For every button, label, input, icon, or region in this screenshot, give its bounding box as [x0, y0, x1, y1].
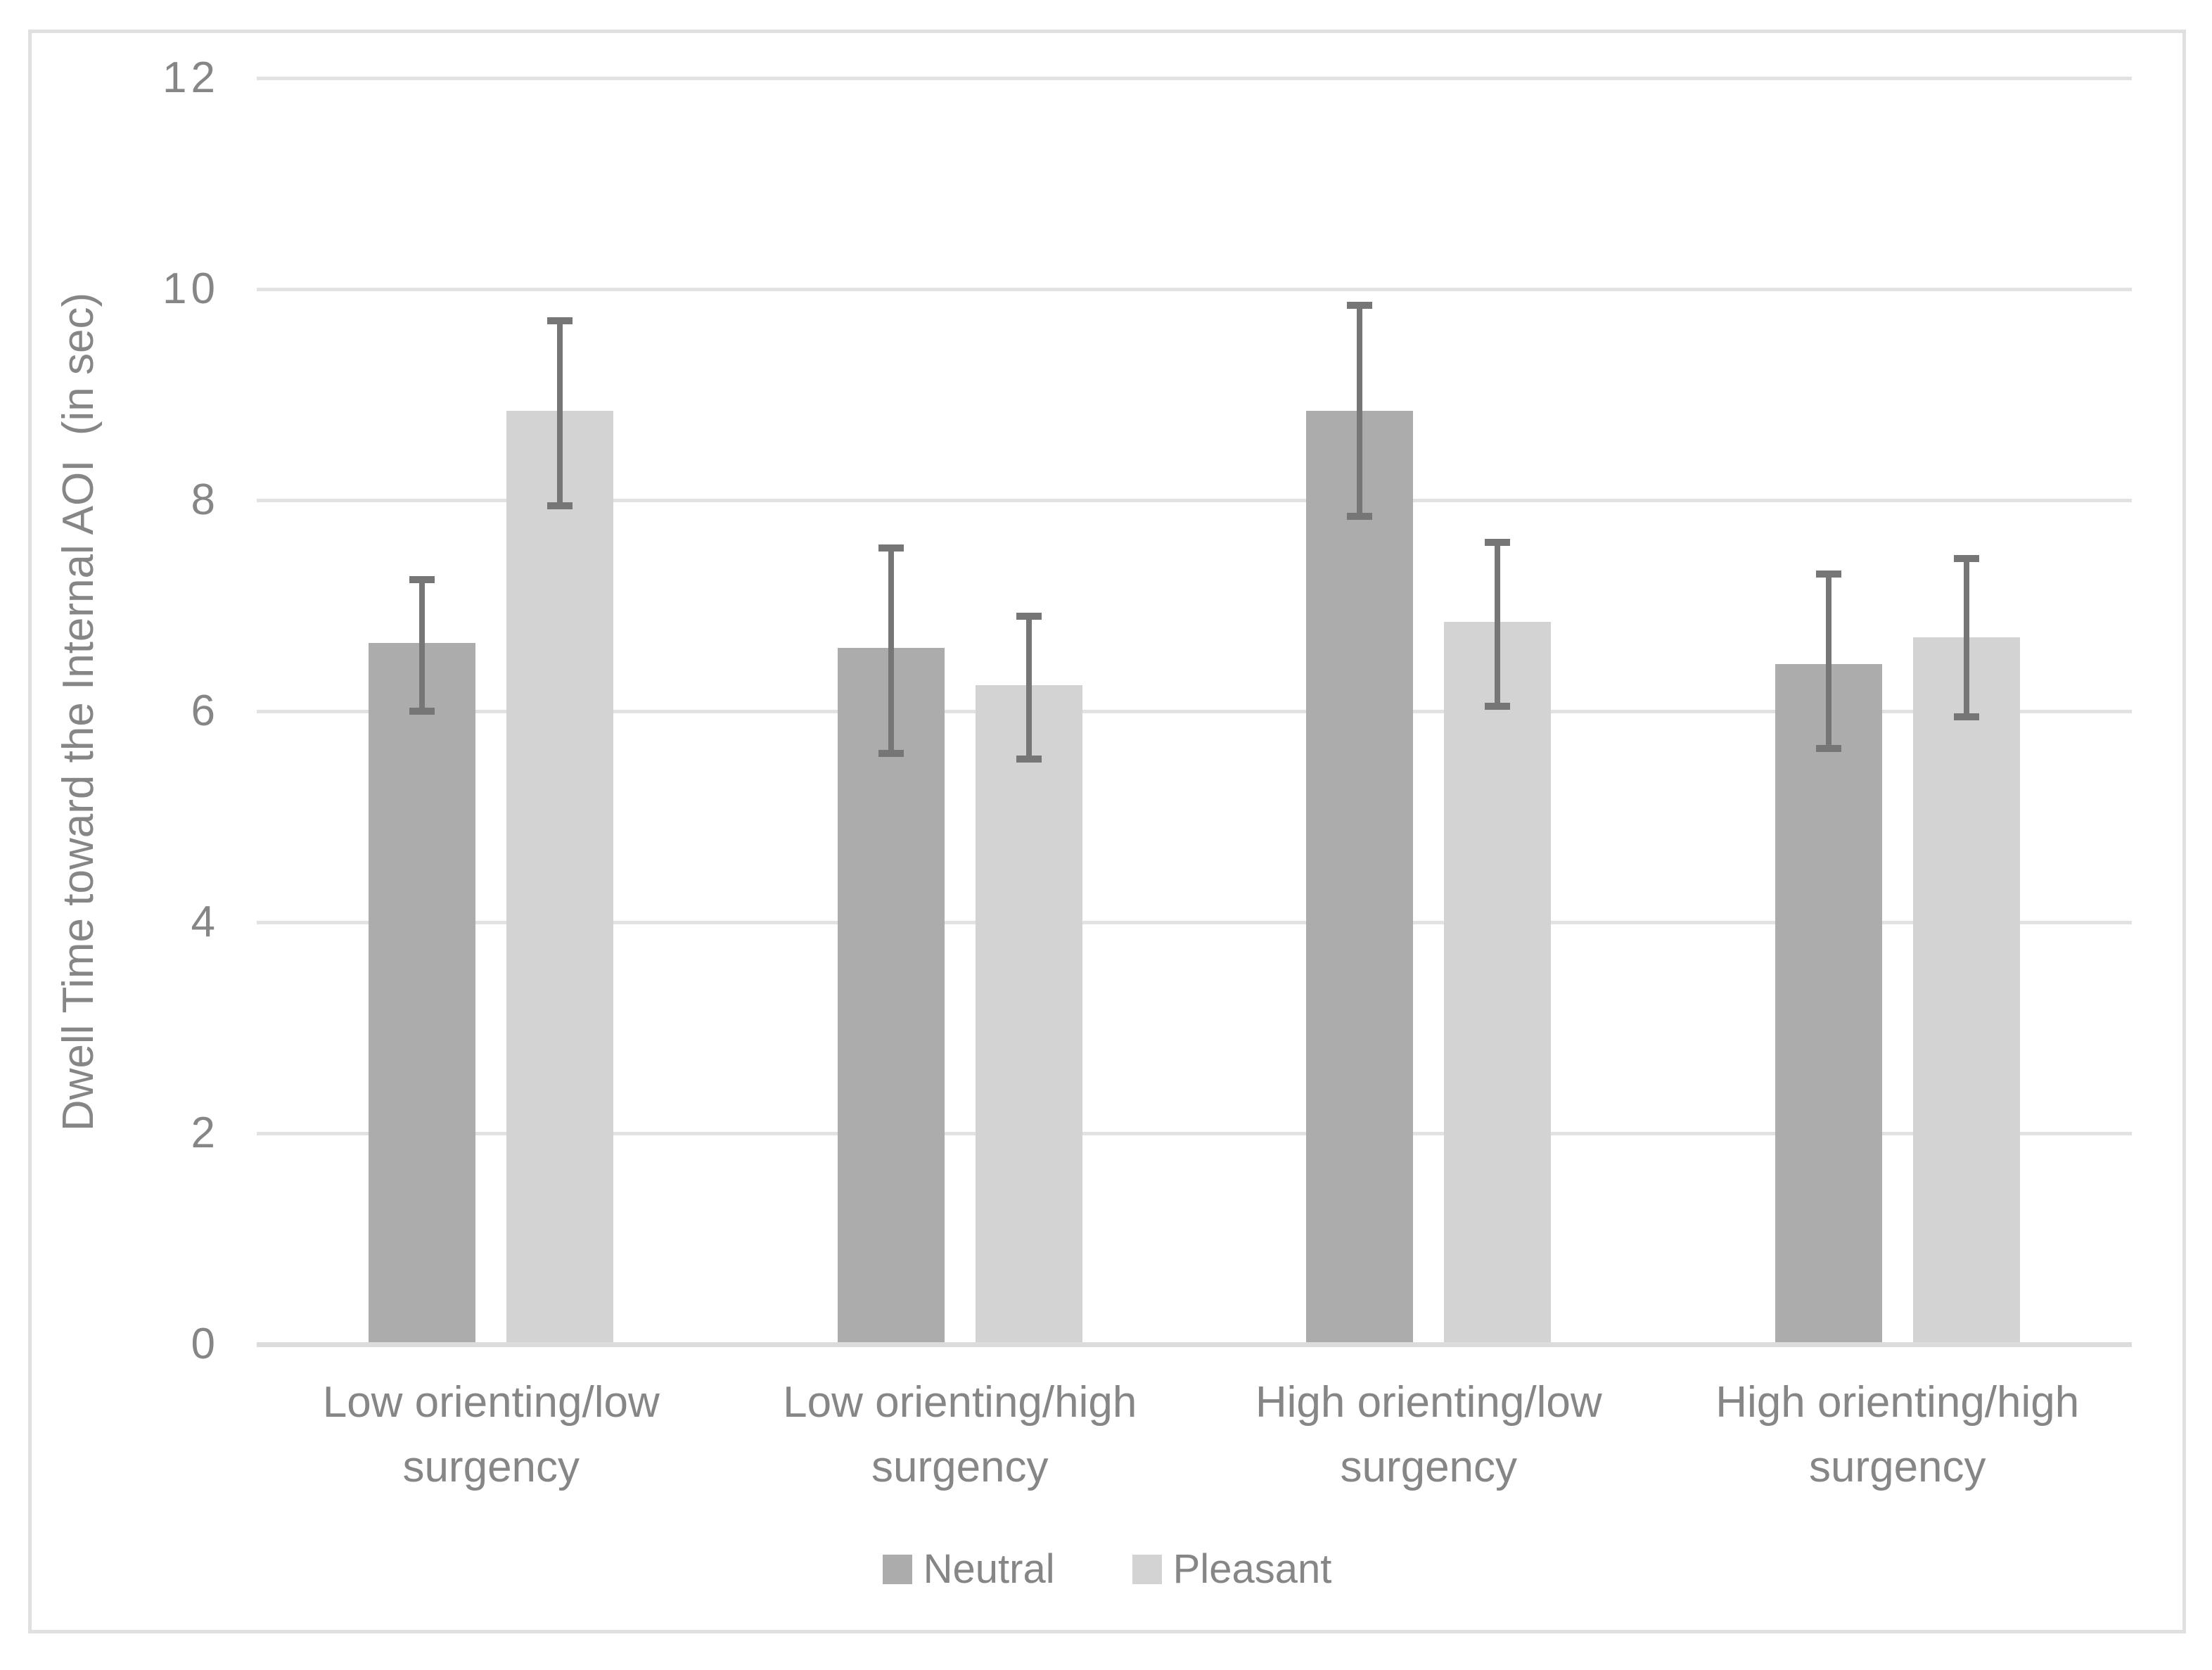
error-bar-cap-low-neutral-1 — [878, 750, 904, 757]
error-bar-cap-high-pleasant-3 — [1953, 554, 1979, 562]
error-bar-line-neutral-1 — [888, 547, 894, 753]
y-tick-label-12: 12 — [162, 53, 219, 102]
error-bar-line-pleasant-0 — [557, 321, 563, 506]
category-label-2: High orienting/low surgency — [1255, 1378, 1602, 1491]
bar-pleasant-2 — [1444, 621, 1552, 1344]
error-bar-line-neutral-2 — [1357, 305, 1363, 516]
gridline-y-4 — [257, 920, 2132, 924]
error-bar-cap-high-neutral-2 — [1347, 301, 1373, 309]
legend-item-neutral: Neutral — [882, 1545, 1055, 1594]
y-tick-label-2: 2 — [191, 1109, 219, 1157]
error-bar-line-neutral-0 — [419, 579, 426, 711]
category-label-0: Low orienting/low surgency — [322, 1378, 660, 1491]
error-bar-line-pleasant-3 — [1963, 558, 1969, 717]
error-bar-cap-high-pleasant-2 — [1485, 539, 1511, 546]
gridline-y-10 — [257, 287, 2132, 291]
gridline-y-6 — [257, 709, 2132, 713]
error-bar-line-neutral-3 — [1825, 574, 1831, 748]
y-tick-label-0: 0 — [191, 1320, 219, 1368]
error-bar-cap-low-pleasant-0 — [547, 502, 573, 509]
category-label-3: High orienting/high surgency — [1715, 1378, 2080, 1491]
error-bar-cap-low-pleasant-2 — [1485, 702, 1511, 710]
legend: Neutral Pleasant — [28, 1545, 2186, 1594]
bar-neutral-0 — [369, 642, 476, 1344]
error-bar-line-pleasant-1 — [1025, 616, 1032, 759]
error-bar-cap-high-pleasant-0 — [547, 317, 573, 324]
legend-label-pleasant: Pleasant — [1172, 1546, 1332, 1592]
error-bar-line-pleasant-2 — [1495, 542, 1501, 706]
bar-neutral-1 — [837, 648, 945, 1344]
error-bar-cap-low-neutral-0 — [409, 708, 435, 715]
error-bar-cap-low-neutral-3 — [1815, 744, 1841, 752]
bar-neutral-2 — [1306, 410, 1414, 1344]
error-bar-cap-low-pleasant-1 — [1016, 755, 1042, 763]
error-bar-cap-high-neutral-0 — [409, 575, 435, 583]
error-bar-cap-high-neutral-3 — [1815, 571, 1841, 578]
error-bar-cap-low-pleasant-3 — [1953, 713, 1979, 720]
error-bar-cap-high-neutral-1 — [878, 544, 904, 552]
legend-label-neutral: Neutral — [923, 1546, 1055, 1592]
category-label-1: Low orienting/high surgency — [783, 1378, 1137, 1491]
gridline-y-12 — [257, 76, 2132, 80]
gridline-y-8 — [257, 498, 2132, 502]
error-bar-cap-low-neutral-2 — [1347, 512, 1373, 520]
y-tick-label-6: 6 — [191, 687, 219, 735]
legend-swatch-pleasant — [1132, 1555, 1162, 1584]
bar-pleasant-3 — [1912, 637, 2020, 1344]
y-tick-label-10: 10 — [162, 264, 219, 313]
legend-item-pleasant: Pleasant — [1132, 1545, 1332, 1594]
legend-swatch-neutral — [882, 1555, 912, 1584]
bar-pleasant-1 — [975, 684, 1082, 1344]
y-tick-label-8: 8 — [191, 476, 219, 524]
figure-frame — [28, 30, 2186, 1633]
bar-pleasant-0 — [506, 410, 614, 1344]
y-tick-label-4: 4 — [191, 898, 219, 946]
bar-neutral-3 — [1775, 663, 1882, 1344]
x-axis-line — [257, 1342, 2132, 1347]
error-bar-cap-high-pleasant-1 — [1016, 613, 1042, 620]
gridline-y-2 — [257, 1131, 2132, 1135]
